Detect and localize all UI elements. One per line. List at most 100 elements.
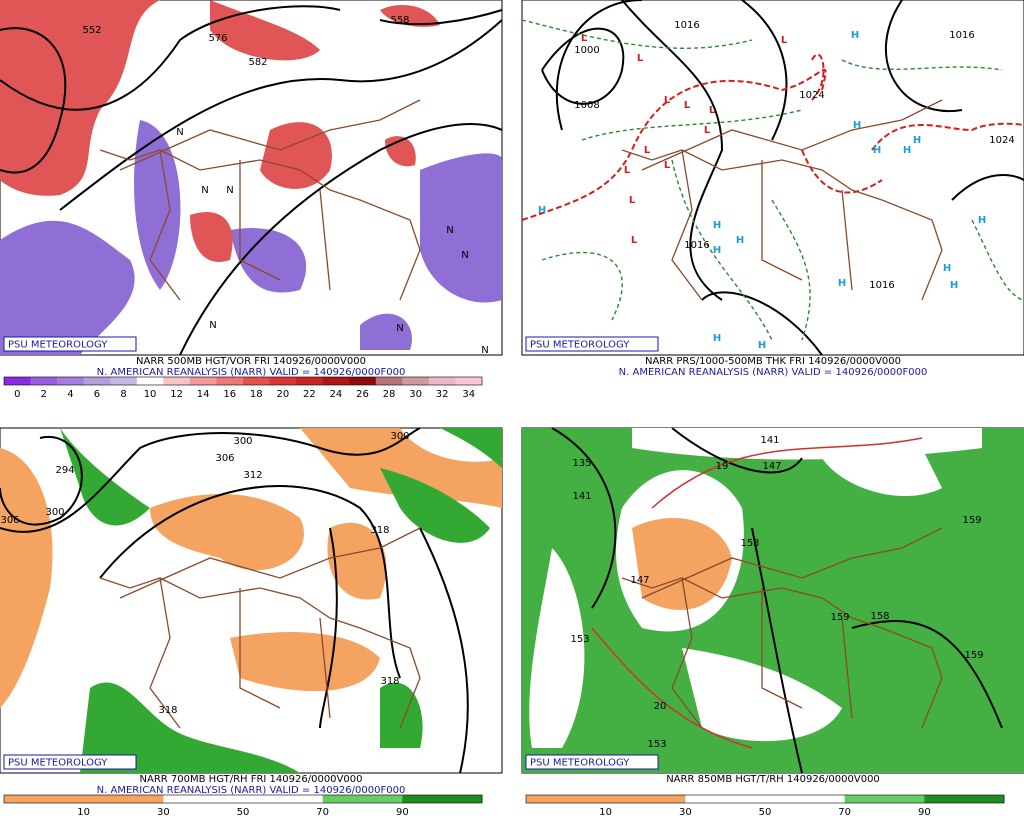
colorbar-label: 6 (94, 389, 100, 400)
contour-label: 153 (570, 634, 589, 645)
panel-700mb (0, 427, 503, 774)
contour-label: 1024 (989, 135, 1014, 146)
panel-overlay: 10161000100810241024101610161016HHHHHHHH… (525, 20, 1015, 378)
contour-label: 1016 (949, 30, 974, 41)
colorbar-segment (243, 377, 271, 385)
pressure-center: H (873, 145, 881, 156)
colorbar-label: 16 (223, 389, 236, 400)
colorbar-label: 2 (41, 389, 47, 400)
panel-overlay: 141 147 135 141 153 147 159 158 153 159 153 159 19 20… (525, 435, 1005, 818)
colorbar-segment (402, 377, 430, 385)
contour-label: 159 (962, 515, 981, 526)
pressure-center: L (644, 145, 651, 156)
colorbar-label: 10 (599, 807, 612, 818)
contour-label: 576 (208, 33, 227, 44)
colorbar-frame (3, 376, 483, 386)
pressure-center: H (713, 220, 721, 231)
contour-label: 153 (740, 538, 759, 549)
colorbar-label: 12 (170, 389, 183, 400)
contour-label: 318 (158, 705, 177, 716)
colorbar-label: 10 (144, 389, 157, 400)
colorbar-label: 30 (679, 807, 692, 818)
pressure-center: L (581, 33, 588, 44)
pressure-center: L (664, 160, 671, 171)
panel-850mb (521, 427, 1024, 774)
colorbar-label: 8 (120, 389, 126, 400)
colorbar-label: 26 (356, 389, 369, 400)
colorbar-label: 70 (316, 807, 329, 818)
pressure-center: H (713, 333, 721, 344)
height-contours (0, 427, 469, 774)
pressure-center: L (629, 195, 636, 206)
pressure-center: H (950, 280, 958, 291)
colorbar-segment (4, 795, 85, 803)
badge: PSU METEOROLOGY (8, 340, 108, 351)
contour-label: N (481, 345, 488, 356)
colorbar-segment (765, 795, 846, 803)
contour-label: N (226, 185, 233, 196)
contour-label: 318 (380, 676, 399, 687)
pressure-center: L (664, 95, 671, 106)
contour-label: 1016 (684, 240, 709, 251)
contour-label: 1008 (574, 100, 599, 111)
contour-label: 141 (760, 435, 779, 446)
contour-label: 159 (830, 612, 849, 623)
colorbar-label: 30 (157, 807, 170, 818)
colorbar-label: 4 (67, 389, 73, 400)
contour-label: N (176, 127, 183, 138)
borders (621, 527, 943, 729)
colorbar-segment (216, 377, 244, 385)
colorbar-segment (189, 377, 217, 385)
colorbar-segment (322, 377, 350, 385)
contour-label: 159 (964, 650, 983, 661)
pressure-center: H (943, 263, 951, 274)
rh-dry (0, 428, 502, 708)
colorbar-segment (605, 795, 686, 803)
thickness-540 (521, 53, 1024, 221)
colorbar-label: 34 (462, 389, 475, 400)
colorbar-label: 14 (197, 389, 210, 400)
colorbar-label: 20 (276, 389, 289, 400)
contour-label: 318 (370, 525, 389, 536)
caption: NARR 700MB HGT/RH FRI 140926/0000V000 (140, 774, 363, 785)
contour-label: 141 (572, 491, 591, 502)
contour-label: 306 (215, 453, 234, 464)
pressure-center: H (903, 145, 911, 156)
temperature-contours (591, 437, 923, 749)
contour-label: N (396, 323, 403, 334)
colorbar-segment (243, 795, 324, 803)
pressure-center: H (851, 30, 859, 41)
contour-label: 147 (762, 461, 781, 472)
pressure-center: H (853, 120, 861, 131)
badge-box (525, 336, 659, 352)
colorbar-segment (402, 795, 483, 803)
pressure-center: H (838, 278, 846, 289)
badge: PSU METEOROLOGY (530, 758, 630, 769)
contour-label: N (461, 250, 468, 261)
colorbar-segment (322, 795, 403, 803)
panel-overlay: 300 306 312 300 294 300 306 318 318 318 PSU METEOR… (0, 431, 483, 818)
contour-label: 300 (390, 431, 409, 442)
contour-label: 20 (654, 701, 667, 712)
map-frame (521, 0, 1024, 356)
colorbar-segment (375, 377, 403, 385)
colorbar-segment (924, 795, 1005, 803)
caption: NARR PRS/1000-500MB THK FRI 140926/0000V… (645, 356, 901, 367)
colorbar-label: 90 (918, 807, 931, 818)
badge-box (3, 336, 137, 352)
colorbar-segment (30, 377, 58, 385)
colorbar-segment (110, 377, 138, 385)
pressure-center: L (709, 105, 716, 116)
rh-neutral (529, 428, 982, 748)
contour-label: 558 (390, 15, 409, 26)
contour-label: 147 (630, 575, 649, 586)
colorbar-label: 50 (237, 807, 250, 818)
badge: PSU METEOROLOGY (530, 340, 630, 351)
panel-500mb (0, 0, 503, 356)
pressure-center: H (736, 235, 744, 246)
vorticity-negative (0, 120, 502, 355)
height-contours (551, 427, 1003, 774)
colorbar-segment (83, 377, 111, 385)
contour-label: 158 (870, 611, 889, 622)
